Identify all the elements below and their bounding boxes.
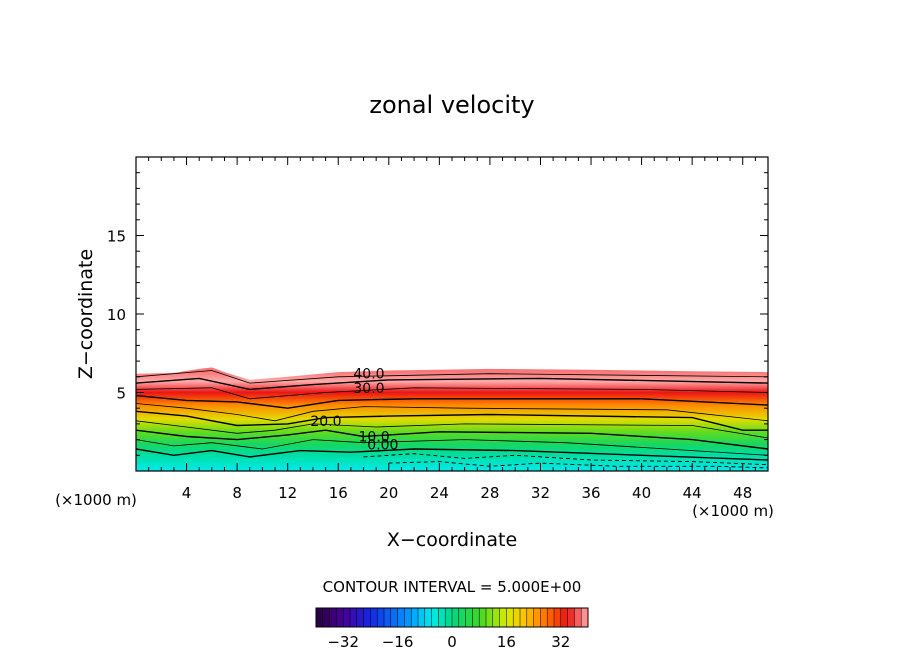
- colorbar-cell: [486, 608, 494, 627]
- colorbar-cell: [499, 608, 507, 627]
- colorbar-cell: [363, 608, 371, 627]
- colorbar-cell: [438, 608, 446, 627]
- colorbar-cell: [418, 608, 426, 627]
- y-axis-ticks: 5 10 15: [107, 172, 768, 456]
- colorbar-cell: [479, 608, 487, 627]
- colorbar-cell: [567, 608, 575, 627]
- contour-line-6: [136, 410, 768, 431]
- colorbar-tick-label: 16: [497, 633, 516, 651]
- x-tick-label: 24: [430, 484, 449, 502]
- contour-label: 10.0: [359, 430, 390, 446]
- contour-line-4: [136, 394, 768, 409]
- velocity-field-fill: [136, 367, 768, 471]
- contour-label: 20.0: [310, 414, 341, 430]
- x-tick-label: 40: [632, 484, 651, 502]
- colorbar-tick-label: −16: [382, 633, 414, 651]
- colorbar-cell: [390, 608, 398, 627]
- y-tick-label: 15: [107, 228, 126, 246]
- colorbar-cell: [492, 608, 500, 627]
- contour-lines: [136, 370, 768, 469]
- contour-line-9: [136, 439, 768, 456]
- colorbar-cell: [404, 608, 412, 627]
- colorbar-cell: [336, 608, 344, 627]
- contour-label: 40.0: [353, 367, 384, 383]
- colorbar-cell: [458, 608, 466, 627]
- colorbar-cell: [472, 608, 480, 627]
- colorbar-cell: [506, 608, 514, 627]
- colorbar-cell: [520, 608, 528, 627]
- colorbar-cell: [322, 608, 330, 627]
- x-tick-label: 36: [581, 484, 600, 502]
- colorbar-cell: [452, 608, 460, 627]
- colorbar-cell: [384, 608, 392, 627]
- contour-line-11: [363, 453, 768, 466]
- x-tick-label: 48: [733, 484, 752, 502]
- contour-line-8: [136, 429, 768, 450]
- colorbar-cell: [581, 608, 589, 627]
- colorbar-cell: [540, 608, 548, 627]
- contour-line-1: [136, 370, 768, 384]
- contour-line-10: [136, 448, 768, 461]
- colorbar-tick-label: 0: [447, 633, 457, 651]
- colorbar-cell: [574, 608, 582, 627]
- colorbar-cell: [431, 608, 439, 627]
- x-unit-left: (×1000 m): [55, 491, 137, 509]
- colorbar-cell: [445, 608, 453, 627]
- colorbar-cell: [356, 608, 364, 627]
- contour-label: 30.0: [353, 381, 384, 397]
- contour-labels: 40.030.0 20.0 10.00.00: [310, 367, 398, 454]
- colorbar: [315, 607, 589, 628]
- x-axis-label: X−coordinate: [387, 529, 517, 551]
- contour-line-5: [136, 403, 768, 422]
- colorbar-cell: [560, 608, 568, 627]
- contour-interval-label: CONTOUR INTERVAL = 5.000E+00: [323, 578, 582, 596]
- colorbar-cell: [397, 608, 405, 627]
- colorbar-cell: [316, 608, 324, 627]
- plot-field: 40.030.0 20.0 10.00.00: [136, 367, 768, 471]
- x-tick-label: 44: [683, 484, 702, 502]
- colorbar-tick-labels: −32 −16 0 16 32: [327, 633, 570, 651]
- x-tick-label: 32: [531, 484, 550, 502]
- colorbar-tick-label: −32: [327, 633, 359, 651]
- x-tick-label: 8: [232, 484, 242, 502]
- colorbar-cell: [411, 608, 419, 627]
- x-tick-label: 16: [329, 484, 348, 502]
- y-tick-label: 10: [107, 306, 126, 324]
- colorbar-cell: [370, 608, 378, 627]
- x-axis-ticks: 4 8 12 16 20 24 28 32 36 40 44 48: [148, 157, 756, 502]
- colorbar-cell: [526, 608, 534, 627]
- x-tick-label: 28: [480, 484, 499, 502]
- colorbar-frame: [315, 607, 589, 628]
- y-tick-label: 5: [116, 385, 126, 403]
- colorbar-cell: [465, 608, 473, 627]
- x-tick-label: 4: [182, 484, 192, 502]
- colorbar-cell: [329, 608, 337, 627]
- x-unit-right: (×1000 m): [692, 502, 774, 520]
- colorbar-cell: [547, 608, 555, 627]
- x-tick-label: 12: [278, 484, 297, 502]
- colorbar-tick-label: 32: [551, 633, 570, 651]
- chart-title: zonal velocity: [369, 91, 534, 119]
- contour-line-7: [136, 420, 768, 439]
- y-axis-label: Z−coordinate: [75, 249, 97, 379]
- colorbar-cell: [533, 608, 541, 627]
- contour-label: 0.00: [367, 437, 398, 453]
- x-tick-label: 20: [379, 484, 398, 502]
- colorbar-cell: [513, 608, 521, 627]
- colorbar-cell: [377, 608, 385, 627]
- colorbar-cell: [424, 608, 432, 627]
- colorbar-cell: [343, 608, 351, 627]
- colorbar-cell: [554, 608, 562, 627]
- contour-line-3: [136, 387, 768, 400]
- contour-line-2: [136, 377, 768, 391]
- colorbar-cell: [350, 608, 358, 627]
- contour-line-12: [388, 461, 768, 469]
